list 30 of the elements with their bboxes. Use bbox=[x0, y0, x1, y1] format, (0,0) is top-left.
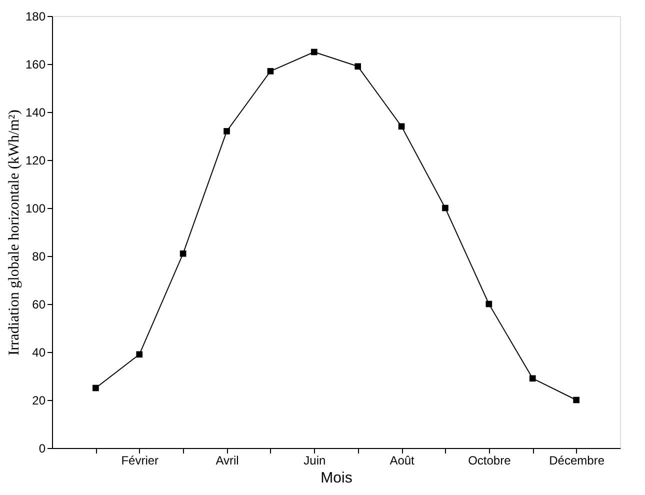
y-tick-label: 180 bbox=[25, 10, 46, 24]
y-tick-label: 80 bbox=[32, 250, 46, 264]
y-tick-label: 60 bbox=[32, 298, 46, 312]
x-tick-label: Décembre bbox=[549, 454, 605, 468]
y-tick-label: 120 bbox=[25, 154, 46, 168]
y-tick-label: 160 bbox=[25, 58, 46, 72]
x-axis-title: Mois bbox=[320, 470, 352, 486]
y-tick-label: 100 bbox=[25, 202, 46, 216]
point bbox=[442, 204, 448, 212]
point bbox=[224, 128, 230, 134]
point bbox=[573, 396, 580, 404]
point bbox=[92, 384, 99, 392]
x-tick-label: Février bbox=[121, 454, 159, 468]
point bbox=[529, 375, 536, 382]
x-tick-label: Avril bbox=[216, 454, 239, 468]
point bbox=[486, 300, 492, 308]
x-tick-label: Octobre bbox=[468, 454, 512, 468]
x-tick-label: Août bbox=[390, 454, 416, 468]
point bbox=[398, 123, 405, 130]
point bbox=[310, 48, 318, 56]
point bbox=[136, 351, 143, 358]
point bbox=[267, 68, 274, 74]
y-tick-label: 40 bbox=[32, 346, 46, 360]
y-tick-label: 140 bbox=[25, 106, 46, 120]
point bbox=[180, 250, 186, 257]
x-tick-label: Juin bbox=[304, 454, 326, 468]
point bbox=[354, 63, 362, 70]
y-tick-label: 20 bbox=[32, 394, 46, 408]
y-tick-label: 0 bbox=[38, 442, 46, 456]
y-axis-title: Irradiation globale horizontale (kWh/m²) bbox=[6, 110, 22, 356]
